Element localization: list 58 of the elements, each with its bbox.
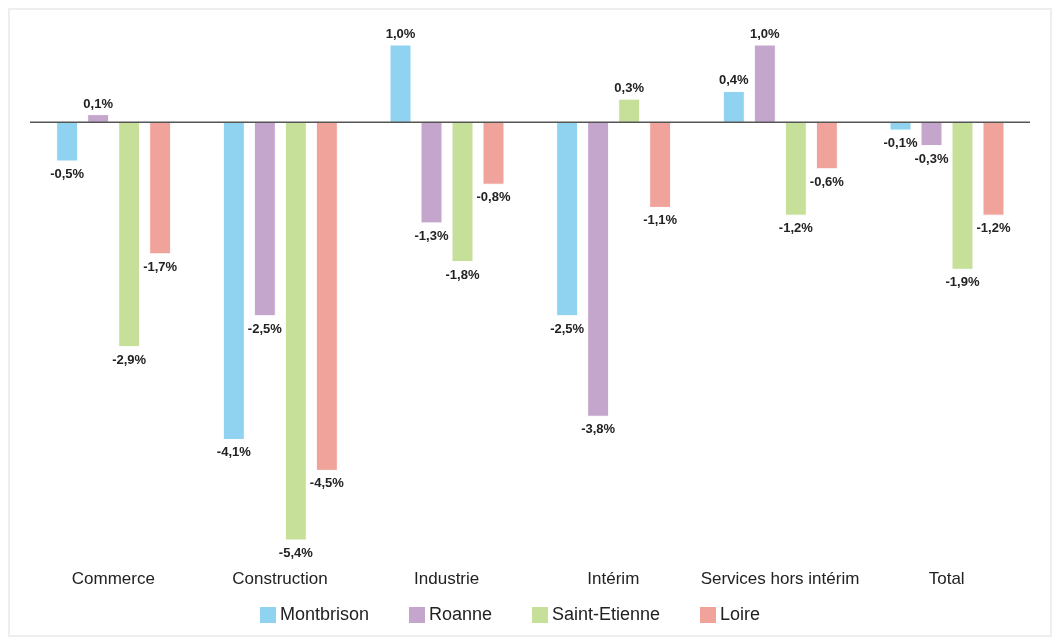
bar (951, 121, 974, 270)
data-label: -4,5% (309, 475, 345, 491)
bar (556, 121, 579, 317)
data-label: 1,0% (385, 26, 416, 41)
x-tick-label: Construction (232, 569, 328, 589)
bar (315, 121, 338, 471)
bar (753, 44, 776, 123)
bar (482, 121, 505, 185)
bar (618, 98, 641, 123)
data-label: 0,4% (719, 72, 750, 88)
bar (815, 121, 838, 170)
x-tick-label: Intérim (587, 569, 640, 589)
data-label: -4,1% (216, 444, 252, 460)
bar (420, 121, 443, 224)
data-label: -0,6% (809, 173, 845, 189)
data-label: -0,8% (476, 189, 511, 205)
bar (722, 90, 745, 123)
bar (87, 114, 110, 123)
bar (982, 121, 1005, 216)
data-label: -1,1% (643, 212, 678, 228)
data-label: -1,7% (143, 258, 178, 274)
data-label: -2,5% (247, 320, 283, 336)
bar (649, 121, 672, 208)
bar (784, 121, 807, 216)
data-label: 0,1% (83, 95, 114, 111)
bar (222, 121, 245, 440)
bar (920, 121, 943, 147)
bar (451, 121, 474, 263)
data-label: -1,9% (945, 274, 980, 290)
bar (889, 121, 912, 131)
data-label: -2,9% (112, 351, 147, 367)
data-label: 1,0% (750, 26, 781, 41)
bar (253, 121, 276, 317)
x-tick-label: Industrie (414, 569, 480, 589)
bar (587, 121, 610, 417)
data-label: -2,5% (550, 320, 585, 336)
bar (284, 121, 307, 541)
data-label: -0,3% (914, 150, 949, 166)
x-tick-label: Services hors intérim (700, 569, 860, 589)
data-label: -0,1% (883, 135, 918, 151)
legend-label: Loire (720, 604, 761, 624)
data-label: -0,5% (50, 166, 85, 182)
data-label: -5,4% (278, 545, 314, 560)
bar (149, 121, 172, 255)
bar (389, 44, 412, 123)
data-label: 0,3% (614, 80, 645, 96)
bar (56, 121, 79, 162)
legend-label: Saint-Etienne (552, 604, 661, 624)
data-label: -1,2% (976, 220, 1011, 236)
legend-label: Roanne (428, 604, 492, 624)
legend-label: Montbrison (279, 604, 369, 624)
bar (118, 121, 141, 348)
data-label: -1,8% (445, 266, 480, 282)
data-label: -3,8% (581, 421, 616, 437)
x-tick-label: Commerce (71, 569, 155, 589)
data-label: -1,3% (414, 227, 449, 243)
data-label: -1,2% (778, 220, 814, 236)
x-tick-label: Total (928, 569, 965, 589)
